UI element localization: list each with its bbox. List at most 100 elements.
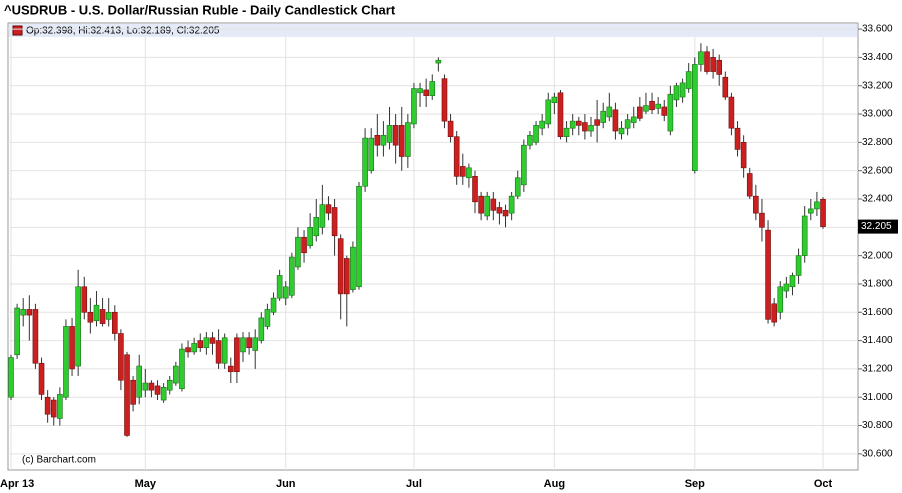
candle-body	[453, 136, 460, 177]
y-tick-label: 33.200	[862, 80, 893, 91]
y-tick-label: 31.400	[862, 335, 893, 346]
y-tick-label: 31.600	[862, 307, 893, 318]
candle-body	[661, 106, 668, 116]
candle-body	[136, 365, 143, 398]
candle-body	[753, 195, 759, 214]
candle-body	[173, 365, 179, 384]
candle-body	[801, 215, 808, 256]
candle-body	[502, 210, 509, 217]
candle-body	[301, 236, 307, 254]
x-tick-label: May	[135, 478, 157, 490]
candle-body	[795, 255, 802, 276]
candle-body	[649, 100, 655, 111]
candle-body	[130, 379, 136, 405]
candle-body	[57, 394, 63, 419]
candle-body	[282, 286, 289, 299]
candle-body	[679, 82, 686, 98]
candle-body	[423, 89, 429, 96]
x-tick-label: Jun	[276, 478, 296, 490]
candle-body	[765, 229, 771, 320]
candle-body	[252, 337, 259, 351]
x-tick-label: Apr 13	[0, 478, 34, 490]
candle-body	[575, 120, 582, 126]
candle-body	[307, 227, 313, 247]
candle-body	[447, 120, 454, 137]
y-tick-label: 32.800	[862, 137, 893, 148]
last-price-box	[858, 219, 898, 234]
candle-body	[264, 309, 271, 327]
candle-body	[99, 309, 106, 324]
candle-body	[637, 106, 643, 119]
candle-body	[166, 379, 173, 391]
candle-body	[209, 337, 216, 344]
candles	[8, 43, 826, 437]
candle-body	[807, 208, 814, 214]
candle-body	[319, 204, 326, 228]
candle-body	[441, 78, 448, 122]
candle-body	[276, 275, 283, 299]
candle-body	[466, 167, 472, 179]
candle-body	[50, 399, 57, 418]
plot-frame	[7, 22, 859, 471]
candle-body	[545, 99, 552, 125]
candle-body	[246, 337, 252, 348]
candle-body	[191, 343, 197, 353]
candle-body	[490, 198, 497, 211]
candle-body	[118, 333, 124, 381]
candle-body	[386, 125, 393, 143]
candle-body	[710, 57, 716, 72]
candle-body	[411, 88, 417, 125]
candle-body	[618, 127, 625, 135]
candle-body	[417, 88, 423, 94]
legend-swatch	[12, 25, 23, 36]
candle-body	[289, 256, 295, 296]
candle-body	[588, 125, 594, 132]
candle-body	[234, 337, 240, 373]
candle-body	[551, 96, 558, 104]
candle-body	[484, 195, 491, 217]
candle-body	[221, 337, 228, 364]
candle-body	[179, 348, 185, 390]
chart-title: ^USDRUB - U.S. Dollar/Russian Ruble - Da…	[4, 2, 396, 17]
legend-band	[9, 24, 857, 37]
candle-body	[343, 258, 350, 295]
candle-body	[521, 144, 527, 186]
candle-body	[527, 134, 533, 146]
y-tick-label: 32.000	[862, 250, 893, 261]
candle-body	[685, 71, 692, 89]
candle-body	[270, 297, 277, 313]
candle-body	[405, 122, 411, 157]
candle-body	[569, 120, 576, 129]
candle-body	[124, 354, 130, 436]
candle-body	[612, 109, 619, 132]
candle-body	[325, 204, 332, 214]
candle-body	[295, 236, 301, 268]
candle-body	[533, 125, 539, 143]
y-tick-label: 32.400	[862, 194, 893, 205]
candle-body	[32, 309, 39, 364]
candle-body	[240, 337, 246, 353]
candle-body	[350, 246, 356, 290]
candle-body	[630, 116, 637, 123]
candle-body	[655, 103, 661, 109]
candle-body	[93, 304, 100, 322]
candle-body	[69, 326, 75, 370]
candle-body	[643, 105, 649, 112]
candle-body	[624, 119, 631, 129]
candle-body	[459, 166, 466, 177]
candle-body	[514, 177, 521, 197]
candle-body	[814, 201, 820, 210]
candle-body	[746, 173, 753, 197]
candle-body	[539, 120, 545, 129]
candle-body	[820, 198, 826, 227]
candle-body	[771, 303, 777, 323]
candle-body	[197, 340, 204, 348]
candle-body	[563, 127, 570, 137]
y-tick-label: 31.200	[862, 364, 893, 375]
y-tick-label: 31.000	[862, 392, 893, 403]
candle-body	[435, 59, 442, 64]
candle-body	[362, 137, 368, 187]
candle-body	[313, 217, 320, 237]
candle-body	[203, 337, 210, 348]
